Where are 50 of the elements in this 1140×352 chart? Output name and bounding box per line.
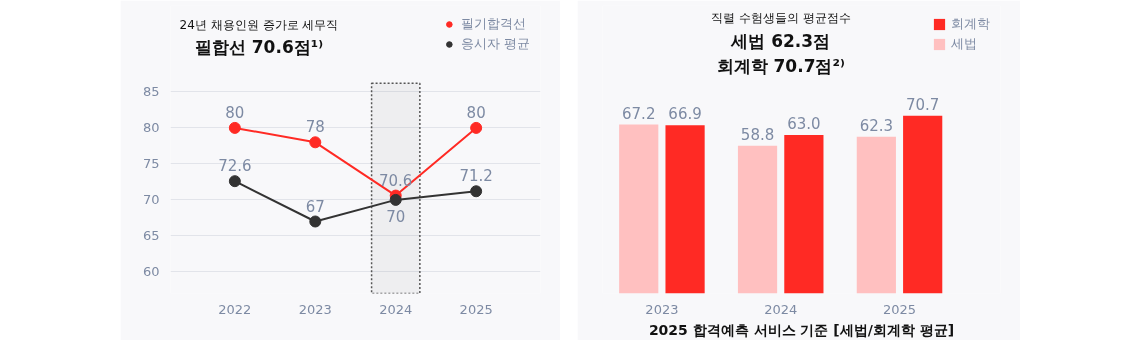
bar xyxy=(903,115,943,294)
legend-label: 회계학 xyxy=(951,15,990,33)
point xyxy=(309,136,322,149)
x-tick-label: 2024 xyxy=(764,301,798,317)
y-tick-label: 70 xyxy=(142,192,160,208)
y-tick-label: 75 xyxy=(142,156,160,172)
data-label: 67 xyxy=(305,197,325,216)
data-label: 58.8 xyxy=(740,125,775,144)
text: 회계학 70.7점²⁾ xyxy=(716,55,845,76)
x-tick-label: 2025 xyxy=(882,301,917,317)
point xyxy=(470,121,483,134)
bar xyxy=(784,135,824,294)
point xyxy=(309,215,322,228)
legend-label: 세법 xyxy=(951,35,977,53)
data-label: 80 xyxy=(466,103,486,122)
text: 세법 62.3점 xyxy=(730,31,831,52)
data-label: 78 xyxy=(305,118,325,137)
data-label: 62.3 xyxy=(859,116,894,135)
data-label: 63.0 xyxy=(787,115,821,134)
x-tick-label: 2024 xyxy=(379,301,413,317)
point xyxy=(389,193,402,206)
annotation: 24년 채용인원 증가로 세무직 xyxy=(179,17,339,32)
data-label: 70.6 xyxy=(379,171,413,190)
data-label: 67.2 xyxy=(622,104,656,123)
legend-label: 필기합격선 xyxy=(460,15,526,33)
x-tick-label: 2023 xyxy=(645,301,679,317)
point xyxy=(470,185,483,198)
data-label: 71.2 xyxy=(459,167,493,186)
y-tick-label: 65 xyxy=(142,228,160,244)
x-tick-label: 2023 xyxy=(298,301,332,317)
bar xyxy=(619,124,659,294)
y-tick-label: 60 xyxy=(142,264,160,280)
y-tick-label: 85 xyxy=(142,84,160,100)
x-axis-title: 2025 합격예측 서비스 기준 [세법/회계학 평균] xyxy=(648,321,955,338)
data-label: 70 xyxy=(386,207,406,226)
y-tick-label: 80 xyxy=(142,120,160,136)
annotation: 필합선 70.6점¹⁾ xyxy=(194,36,324,57)
bar xyxy=(665,125,705,294)
text: 직렬 수험생들의 평균점수 xyxy=(710,10,851,25)
data-label: 66.9 xyxy=(668,105,702,124)
data-label: 70.7 xyxy=(905,95,940,114)
data-label: 80 xyxy=(225,103,245,122)
point xyxy=(228,175,241,188)
point xyxy=(228,121,241,134)
bar xyxy=(856,136,896,294)
data-label: 72.6 xyxy=(218,157,252,176)
bar xyxy=(737,145,778,294)
x-tick-label: 2025 xyxy=(459,301,493,317)
x-tick-label: 2022 xyxy=(218,301,252,317)
legend-label: 응시자 평균 xyxy=(460,35,530,53)
